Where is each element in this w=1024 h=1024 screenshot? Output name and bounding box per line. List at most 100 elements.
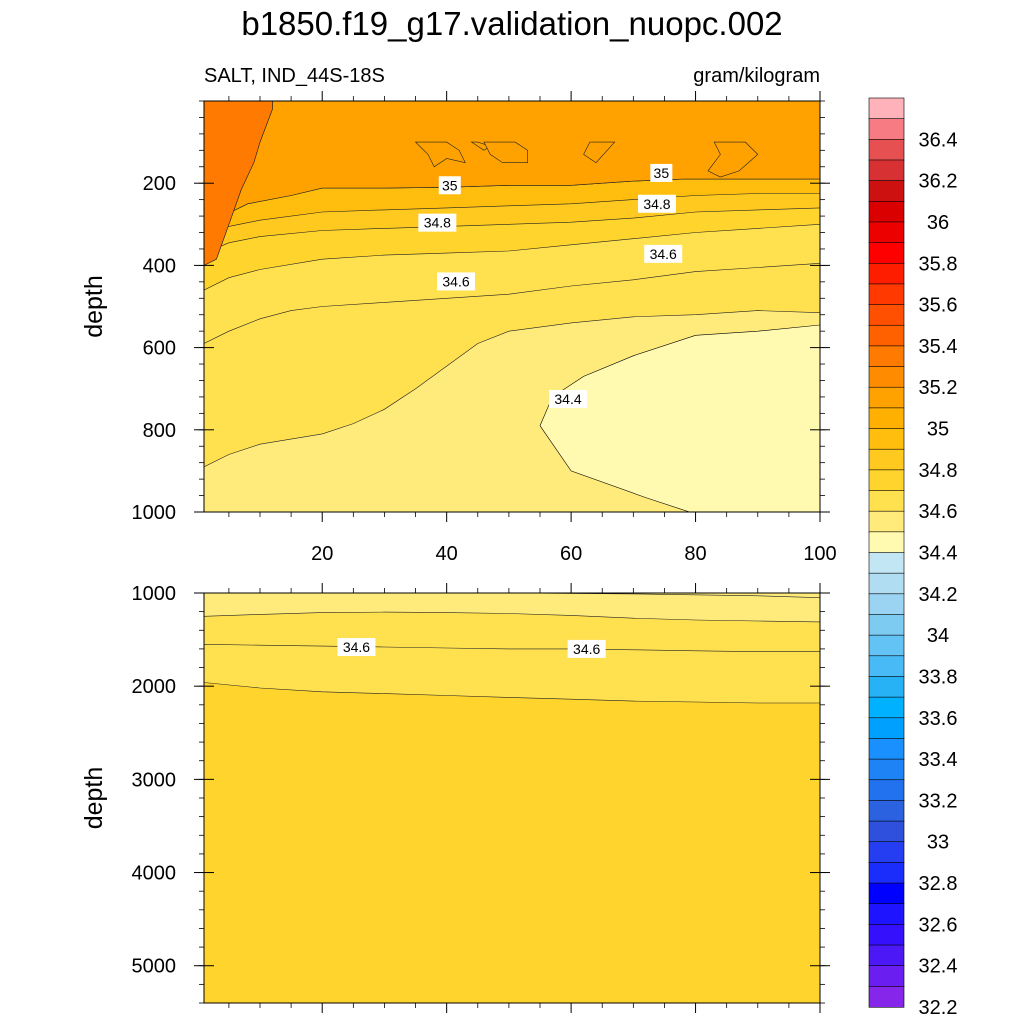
colorbar-label: 34.8 — [919, 460, 958, 482]
x-tick-label: 40 — [436, 543, 458, 565]
colorbar-box — [868, 986, 905, 1008]
colorbar-box — [868, 345, 905, 368]
y-tick-label: 2000 — [132, 676, 177, 698]
colorbar-box — [868, 180, 905, 202]
colorbar-box — [868, 614, 905, 636]
colorbar-label: 34 — [927, 625, 949, 647]
contour-line-34.5 — [204, 263, 820, 344]
contour-line-34.7 — [204, 207, 820, 254]
colorbar-box — [868, 552, 905, 574]
contour-label-text: 35 — [654, 165, 670, 181]
colorbar-box — [868, 469, 905, 492]
colorbar-box — [868, 490, 905, 512]
contour-label: 35 — [438, 176, 461, 195]
colorbar-box — [868, 428, 905, 450]
colorbar-box — [868, 717, 905, 740]
colorbar-label: 36.4 — [919, 129, 958, 151]
colorbar-label: 35.4 — [919, 336, 958, 358]
colorbar-label: 33.2 — [919, 790, 958, 812]
colorbar-label: 34.2 — [919, 584, 958, 606]
y-tick-label: 4000 — [132, 863, 177, 885]
y-axis-label: depth — [80, 767, 108, 830]
colorbar-label: 34.6 — [919, 501, 958, 523]
colorbar-label: 33 — [927, 832, 949, 854]
contour-label-text: 34.6 — [442, 273, 469, 289]
contour-label: 34.6 — [337, 638, 376, 657]
salinity-patch — [414, 141, 466, 168]
salinity-patch — [707, 141, 759, 178]
contour-label-text: 34.8 — [424, 215, 451, 231]
y-tick-label: 600 — [143, 338, 176, 360]
figure-title: b1850.f19_g17.validation_nuopc.002 — [241, 5, 782, 42]
contour-label-text: 34.6 — [650, 246, 677, 262]
y-tick-label: 200 — [143, 173, 176, 195]
colorbar-label: 35.2 — [919, 377, 958, 399]
colorbar-legend: 36.4 36.2 36 35.8 35.6 35.4 35.2 35 34.8 34.6 34.4… — [868, 97, 958, 1019]
x-tick-label: 100 — [803, 543, 836, 565]
colorbar-box — [868, 324, 905, 347]
contour-label: 35 — [650, 163, 673, 182]
colorbar-box — [868, 965, 905, 987]
colorbar-box — [868, 924, 905, 946]
colorbar-label: 36 — [927, 212, 949, 234]
contour-label-text: 34.6 — [573, 641, 600, 657]
colorbar-box — [868, 139, 905, 161]
contour-label: 34.8 — [418, 213, 457, 232]
colorbar-label: 35 — [927, 419, 949, 441]
colorbar-box — [868, 841, 905, 863]
salinity-patch — [483, 141, 528, 163]
colorbar-label: 32.2 — [919, 997, 958, 1019]
upper-depth-panel: 35 35 34.8 34.8 34.6 34.6 34.4 200 400 600 800 1000… — [80, 91, 837, 565]
contour-label: 34.6 — [437, 272, 475, 291]
colorbar-label: 32.8 — [919, 873, 958, 895]
contour-label-text: 35 — [442, 177, 458, 193]
lower-depth-panel: 34.6 34.6 1000 2000 3000 4000 5000 depth — [80, 583, 830, 1013]
units-label: gram/kilogram — [693, 65, 820, 87]
colorbar-box — [868, 283, 905, 306]
colorbar-box — [868, 200, 905, 223]
y-tick-label: 800 — [143, 420, 176, 442]
y-tick-label: 5000 — [132, 956, 177, 978]
colorbar-box — [868, 262, 905, 285]
x-tick-label: 20 — [311, 543, 333, 565]
colorbar-box — [868, 510, 905, 533]
colorbar-box — [868, 242, 905, 264]
colorbar-box — [868, 676, 905, 698]
colorbar-label: 35.8 — [919, 253, 958, 275]
y-tick-label: 3000 — [132, 769, 177, 791]
colorbar-box — [868, 738, 905, 760]
contour-label: 34.8 — [637, 194, 676, 213]
contour-line-34.6 — [204, 682, 820, 704]
colorbar-label: 34.4 — [919, 543, 958, 565]
colorbar-label: 35.6 — [919, 295, 958, 317]
contour-label: 34.6 — [644, 244, 683, 263]
contour-band-34.3 — [539, 324, 820, 512]
colorbar-box — [868, 97, 905, 120]
colorbar-box — [868, 572, 905, 595]
y-axis-label: depth — [80, 275, 108, 338]
panel-frame — [203, 100, 821, 513]
colorbar-box — [868, 593, 905, 616]
variable-region-label: SALT, IND_44S-18S — [204, 65, 385, 87]
contour-band-35.2 — [204, 101, 273, 266]
colorbar-box — [868, 779, 905, 802]
colorbar-box — [868, 903, 905, 925]
colorbar-box — [868, 118, 905, 140]
contour-line-34.5 — [204, 644, 820, 652]
colorbar-box — [868, 531, 905, 554]
colorbar-box — [868, 159, 905, 182]
colorbar-box — [868, 862, 905, 884]
colorbar-box — [868, 800, 905, 822]
colorbar-label: 36.2 — [919, 171, 958, 193]
colorbar-box — [868, 944, 905, 967]
x-tick-label: 80 — [684, 543, 706, 565]
colorbar-box — [868, 386, 905, 409]
y-tick-label: 1000 — [132, 502, 177, 524]
colorbar-box — [868, 221, 905, 244]
colorbar-box — [868, 758, 905, 781]
colorbar-box — [868, 304, 905, 326]
contour-label: 34.6 — [567, 639, 606, 658]
x-tick-label: 60 — [560, 543, 582, 565]
colorbar-box — [868, 655, 905, 678]
